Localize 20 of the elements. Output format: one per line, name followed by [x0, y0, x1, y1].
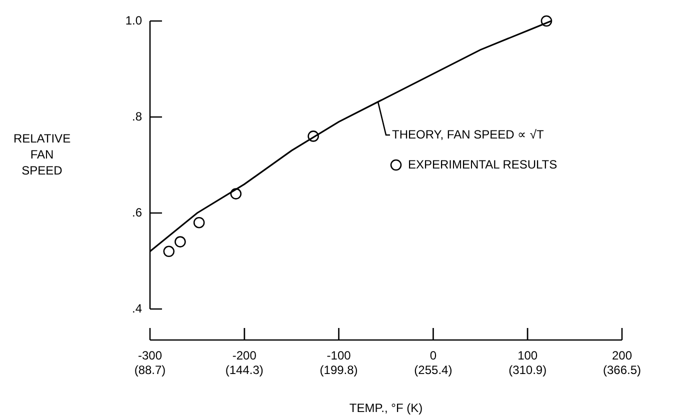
- x-axis-title: TEMP., °F (K): [349, 401, 423, 416]
- x-tick-label: -300: [138, 348, 162, 363]
- x-tick-label: -200: [232, 348, 257, 363]
- x2-tick-label: (310.9): [508, 362, 547, 377]
- x2-tick-label: (255.4): [414, 362, 452, 377]
- y-tick-label: .6: [132, 205, 142, 220]
- y-tick-label: .4: [132, 301, 142, 316]
- x-tick-label: 100: [518, 348, 538, 363]
- y-axis-title: RELATIVE FAN SPEED: [13, 131, 71, 178]
- x2-tick-label: (88.7): [134, 362, 166, 377]
- x2-tick-label: (199.8): [320, 362, 358, 377]
- x2-tick-label: (144.3): [225, 362, 264, 377]
- y-tick-label: 1.0: [125, 13, 142, 28]
- text: THEORY, FAN SPEED ∝ √T: [392, 127, 545, 142]
- x-tick-label: 0: [430, 348, 437, 363]
- x2-tick-label: (366.5): [602, 362, 642, 377]
- legend-label: EXPERIMENTAL RESULTS: [408, 157, 558, 172]
- x-tick-label: -100: [326, 348, 352, 363]
- x-tick-label: 200: [612, 348, 632, 363]
- y-tick-label: .8: [132, 109, 142, 124]
